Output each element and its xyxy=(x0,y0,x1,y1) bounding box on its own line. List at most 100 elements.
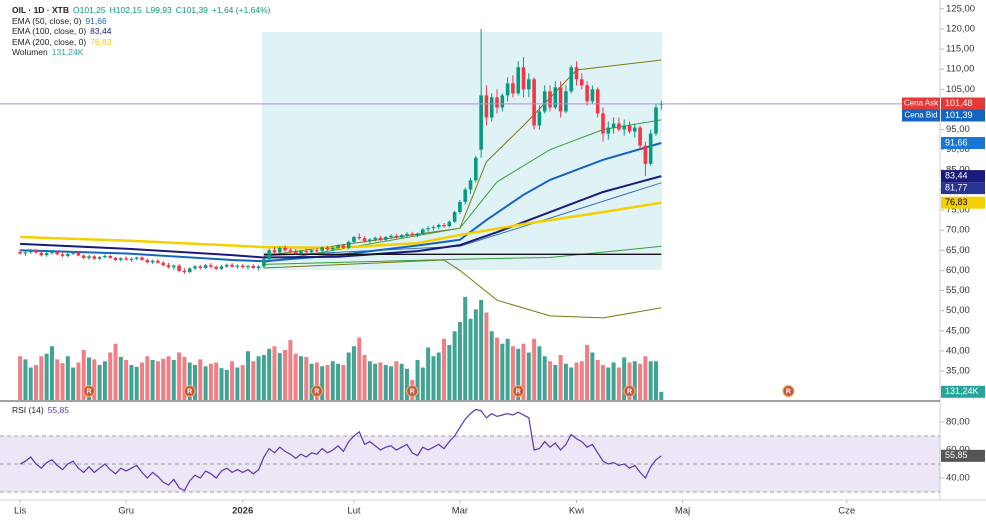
candle-body xyxy=(606,127,611,134)
candle-body xyxy=(288,250,293,252)
volume-bar xyxy=(34,365,39,400)
tag-label-box xyxy=(902,109,940,122)
rsi-tag-label: 55,85 xyxy=(945,450,968,460)
volume-bar xyxy=(320,366,325,400)
candle-body xyxy=(564,91,568,112)
volume-bar xyxy=(595,360,600,400)
candle-body xyxy=(611,123,616,128)
candle-body xyxy=(410,233,415,236)
volume-bar xyxy=(166,356,171,400)
rsi-tag xyxy=(941,449,985,462)
candle-body xyxy=(76,252,81,256)
price-tag-label: 81,77 xyxy=(945,182,968,192)
candle-body xyxy=(346,241,351,248)
candle-body xyxy=(648,133,653,164)
volume-bar xyxy=(638,363,643,400)
volume-bar xyxy=(653,361,658,400)
volume-bar xyxy=(203,366,208,400)
candle-body xyxy=(108,255,113,258)
volume-bar xyxy=(60,363,65,400)
candle-body xyxy=(187,268,192,273)
volume-bar xyxy=(415,360,420,400)
legend-row: EMA (50, close, 0) 91,66 xyxy=(12,16,275,27)
y-tick-label: 105,00 xyxy=(946,84,975,95)
volume-bar xyxy=(447,345,452,400)
volume-bar xyxy=(659,391,664,400)
x-tick-label: Lis xyxy=(14,506,26,517)
price-tag xyxy=(941,182,985,195)
x-tick-label: Maj xyxy=(675,506,690,517)
volume-bar xyxy=(590,352,595,400)
legend-name: EMA (200, close, 0) xyxy=(12,36,87,47)
volume-bar xyxy=(18,356,23,400)
event-marker xyxy=(512,384,525,398)
candle-body xyxy=(574,67,579,80)
volume-bar xyxy=(404,368,409,400)
y-tick-label: 65,00 xyxy=(946,245,970,256)
symbol: OIL · 1D · XTB xyxy=(12,5,69,15)
volume-bar xyxy=(283,350,288,400)
candle-body xyxy=(654,107,658,134)
volume-bar xyxy=(373,363,378,400)
volume-bar xyxy=(23,359,28,400)
volume-bar xyxy=(224,370,229,400)
candle-body xyxy=(500,95,505,108)
volume-bar xyxy=(351,346,356,400)
candle-body xyxy=(277,247,282,253)
volume-bar xyxy=(542,356,547,400)
volume-bar xyxy=(463,296,468,400)
volume-bar xyxy=(198,359,203,400)
volume-bar xyxy=(219,368,224,400)
x-tick-label: Mar xyxy=(452,506,468,517)
volume-bar xyxy=(420,367,425,400)
y-tick-label: 55,00 xyxy=(946,285,970,296)
tag-label: Cena Bid xyxy=(905,111,938,120)
volume-bar xyxy=(65,356,70,400)
candle-body xyxy=(272,250,277,253)
candle-body xyxy=(638,127,642,146)
candle-body xyxy=(235,265,240,267)
candle-body xyxy=(251,265,256,269)
volume-bar xyxy=(616,367,621,400)
rsi-tick-label: 80,00 xyxy=(946,417,970,428)
candle-body xyxy=(315,250,319,252)
y-tick-label: 115,00 xyxy=(946,44,974,55)
candle-body xyxy=(341,245,346,248)
volume-bar xyxy=(526,352,531,400)
ema-line xyxy=(20,175,662,259)
volume-bar xyxy=(442,338,447,400)
volume-bar xyxy=(510,346,515,400)
candle-body xyxy=(309,250,314,253)
y-tick-label: 35,00 xyxy=(946,366,970,377)
tag-label: Cena Ask xyxy=(904,99,939,108)
tag-label-box xyxy=(902,97,940,110)
candle-body xyxy=(643,145,648,164)
volume-bar xyxy=(288,340,293,400)
candle-body xyxy=(585,85,589,102)
volume-bar xyxy=(277,353,282,400)
ohlc-value: O101,25 xyxy=(73,5,106,15)
volume-bar xyxy=(155,361,160,400)
volume-bar xyxy=(431,356,436,400)
candle-body xyxy=(484,95,489,118)
candle-body xyxy=(590,89,595,102)
volume-bar xyxy=(378,362,383,400)
price-tag xyxy=(941,170,985,183)
volume-bar xyxy=(118,356,123,400)
channel-line xyxy=(263,182,662,257)
volume-bar xyxy=(436,352,441,400)
candle-body xyxy=(325,247,330,250)
volume-bar xyxy=(187,362,192,400)
event-label: R xyxy=(314,388,319,395)
volume-bar xyxy=(192,365,197,400)
y-tick-label: 95,00 xyxy=(946,124,970,135)
volume-bar xyxy=(600,365,605,400)
candle-body xyxy=(463,189,468,203)
volume-bar xyxy=(71,367,76,400)
candle-body xyxy=(595,89,600,114)
candle-body xyxy=(28,250,33,253)
candle-body xyxy=(383,237,388,240)
volume-bar xyxy=(145,356,150,400)
candle-body xyxy=(389,235,393,238)
